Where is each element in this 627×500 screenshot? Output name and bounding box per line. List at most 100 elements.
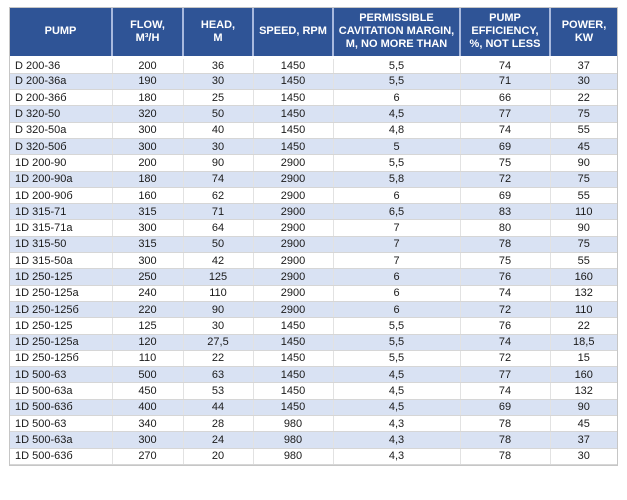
value-cell-efficiency: 74: [460, 382, 551, 400]
table-row: D 320-50a 300 40 1450 4,8 74 55: [10, 122, 617, 139]
value-cell-power: 37: [550, 57, 617, 74]
pump-name-cell: 1D 315-50: [10, 236, 113, 254]
value-cell-cavitation-margin: 4,5: [333, 366, 461, 384]
value-cell-speed: 1450: [253, 105, 334, 123]
value-cell-cavitation-margin: 6: [333, 89, 461, 107]
pump-name-cell: 1D 500-63: [10, 366, 113, 384]
value-cell-efficiency: 76: [460, 268, 551, 286]
table-row: 1D 500-63a 450 53 1450 4,5 74 132: [10, 382, 617, 400]
value-cell-power: 160: [550, 268, 617, 286]
value-cell-head: 71: [183, 203, 254, 221]
value-cell-efficiency: 77: [460, 366, 551, 384]
value-cell-power: 90: [550, 154, 617, 172]
value-cell-speed: 2900: [253, 203, 334, 221]
value-cell-power: 110: [550, 301, 617, 319]
value-cell-cavitation-margin: 5,5: [333, 73, 461, 91]
value-cell-efficiency: 78: [460, 415, 551, 433]
value-cell-cavitation-margin: 5,5: [333, 57, 461, 74]
value-cell-head: 74: [183, 171, 254, 188]
value-cell-speed: 1450: [253, 89, 334, 107]
value-cell-head: 50: [183, 236, 254, 254]
value-cell-power: 55: [550, 252, 617, 270]
value-cell-cavitation-margin: 5,5: [333, 350, 461, 368]
pump-name-cell: 1D 250-125: [10, 317, 113, 335]
value-cell-efficiency: 72: [460, 301, 551, 319]
table-row: D 200-36 200 36 1450 5,5 74 37: [10, 57, 617, 74]
table-row: 1D 250-125a 120 27,5 1450 5,5 74 18,5: [10, 334, 617, 351]
value-cell-cavitation-margin: 7: [333, 252, 461, 270]
value-cell-head: 90: [183, 154, 254, 172]
value-cell-speed: 2900: [253, 268, 334, 286]
value-cell-speed: 980: [253, 448, 334, 465]
value-cell-flow: 315: [112, 236, 184, 254]
value-cell-head: 25: [183, 89, 254, 107]
value-cell-flow: 190: [112, 73, 184, 91]
table-body: D 200-36 200 36 1450 5,5 74 37 D 200-36a 190 30 14…: [10, 57, 617, 465]
value-cell-head: 90: [183, 301, 254, 319]
value-cell-flow: 500: [112, 366, 184, 384]
value-cell-flow: 300: [112, 138, 184, 156]
value-cell-flow: 220: [112, 301, 184, 319]
value-cell-speed: 2900: [253, 285, 334, 302]
value-cell-flow: 200: [112, 154, 184, 172]
table-row: 1D 500-63б 270 20 980 4,3 78 30: [10, 448, 617, 465]
pump-name-cell: D 320-50a: [10, 122, 113, 139]
value-cell-flow: 300: [112, 431, 184, 449]
value-cell-head: 30: [183, 73, 254, 91]
value-cell-power: 15: [550, 350, 617, 368]
table-row: 1D 500-63 340 28 980 4,3 78 45: [10, 415, 617, 433]
value-cell-speed: 2900: [253, 154, 334, 172]
value-cell-cavitation-margin: 5,5: [333, 154, 461, 172]
value-cell-speed: 2900: [253, 187, 334, 205]
value-cell-power: 90: [550, 399, 617, 417]
value-cell-efficiency: 69: [460, 187, 551, 205]
table-header: PUMP FLOW, M³/H HEAD, M SPEED, RPM PERMISSIB…: [10, 8, 617, 59]
value-cell-power: 75: [550, 105, 617, 123]
table-row: 1D 315-71 315 71 2900 6,5 83 110: [10, 203, 617, 221]
pump-name-cell: 1D 250-125a: [10, 285, 113, 302]
value-cell-head: 44: [183, 399, 254, 417]
pump-name-cell: 1D 250-125: [10, 268, 113, 286]
table-row: D 200-36a 190 30 1450 5,5 71 30: [10, 73, 617, 91]
pump-specifications-table: PUMP FLOW, M³/H HEAD, M SPEED, RPM PERMISSIB…: [9, 7, 618, 466]
value-cell-cavitation-margin: 6,5: [333, 203, 461, 221]
value-cell-efficiency: 74: [460, 334, 551, 351]
table-row: 1D 500-63 500 63 1450 4,5 77 160: [10, 366, 617, 384]
table-header-row: PUMP FLOW, M³/H HEAD, M SPEED, RPM PERMISSIB…: [10, 8, 617, 59]
value-cell-head: 40: [183, 122, 254, 139]
table-row: D 320-50б 300 30 1450 5 69 45: [10, 138, 617, 156]
column-header-cavitation-margin: PERMISSIBLE CAVITATION MARGIN, M, NO MOR…: [333, 8, 461, 59]
value-cell-flow: 110: [112, 350, 184, 368]
value-cell-speed: 1450: [253, 317, 334, 335]
value-cell-flow: 200: [112, 57, 184, 74]
value-cell-efficiency: 74: [460, 285, 551, 302]
pump-name-cell: D 200-36: [10, 57, 113, 74]
value-cell-power: 110: [550, 203, 617, 221]
pump-name-cell: D 200-36б: [10, 89, 113, 107]
pump-name-cell: 1D 250-125б: [10, 350, 113, 368]
value-cell-power: 55: [550, 187, 617, 205]
value-cell-efficiency: 78: [460, 448, 551, 465]
value-cell-speed: 2900: [253, 236, 334, 254]
value-cell-speed: 2900: [253, 252, 334, 270]
value-cell-flow: 250: [112, 268, 184, 286]
value-cell-efficiency: 78: [460, 431, 551, 449]
value-cell-flow: 180: [112, 89, 184, 107]
table-row: 1D 250-125б 220 90 2900 6 72 110: [10, 301, 617, 319]
pump-name-cell: 1D 200-90: [10, 154, 113, 172]
table-row: D 200-36б 180 25 1450 6 66 22: [10, 89, 617, 107]
value-cell-power: 75: [550, 171, 617, 188]
pump-name-cell: 1D 200-90б: [10, 187, 113, 205]
value-cell-flow: 300: [112, 252, 184, 270]
value-cell-cavitation-margin: 4,8: [333, 122, 461, 139]
table-row: 1D 200-90б 160 62 2900 6 69 55: [10, 187, 617, 205]
value-cell-head: 30: [183, 138, 254, 156]
table-row: 1D 500-63a 300 24 980 4,3 78 37: [10, 431, 617, 449]
value-cell-speed: 2900: [253, 301, 334, 319]
value-cell-efficiency: 74: [460, 122, 551, 139]
value-cell-flow: 400: [112, 399, 184, 417]
table-row: D 320-50 320 50 1450 4,5 77 75: [10, 105, 617, 123]
value-cell-speed: 980: [253, 431, 334, 449]
pump-name-cell: 1D 500-63a: [10, 382, 113, 400]
pump-name-cell: 1D 500-63б: [10, 448, 113, 465]
